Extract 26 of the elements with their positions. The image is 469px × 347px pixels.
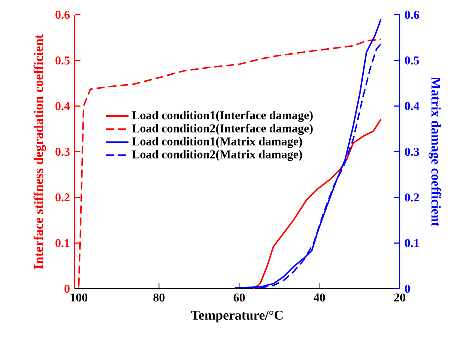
legend-label: Load condition1(Interface damage) (132, 111, 313, 122)
y2-tick-label: 0.6 (405, 10, 420, 20)
x-tick-label: 60 (234, 294, 246, 302)
x-tick-label: 40 (314, 294, 326, 302)
y2-axis-title: Matrix damage coefficient (428, 77, 442, 227)
y2-tick-label: 0 (405, 284, 410, 294)
y2-tick-label: 0.4 (405, 102, 420, 110)
y2-tick-label: 0.1 (405, 239, 420, 248)
x-axis-title: Temperature/°C (191, 310, 283, 323)
x-tick-label: 80 (154, 294, 165, 302)
y-tick-label: 0.4 (56, 102, 70, 110)
legend-label: Load condition1(Matrix damage) (132, 137, 302, 148)
y-tick-label: 0.3 (56, 148, 70, 156)
y-axis-title: Interface stiffness degradation coefficient (34, 34, 46, 270)
y-tick-label: 0 (64, 284, 70, 294)
legend-label: Load condition2(Interface damage) (132, 124, 313, 136)
y2-tick-label: 0.5 (405, 56, 420, 65)
y2-tick-label: 0.3 (405, 148, 420, 156)
y-tick-label: 0.1 (56, 239, 70, 248)
y-tick-label: 0.5 (56, 56, 70, 65)
x-tick-label: 100 (70, 294, 88, 302)
legend-label: Load condition2(Matrix damage) (132, 150, 302, 162)
y-tick-label: 0.6 (56, 10, 70, 20)
y2-tick-label: 0.2 (405, 194, 420, 202)
x-tick-label: 20 (394, 294, 406, 302)
y-tick-label: 0.2 (56, 194, 70, 202)
